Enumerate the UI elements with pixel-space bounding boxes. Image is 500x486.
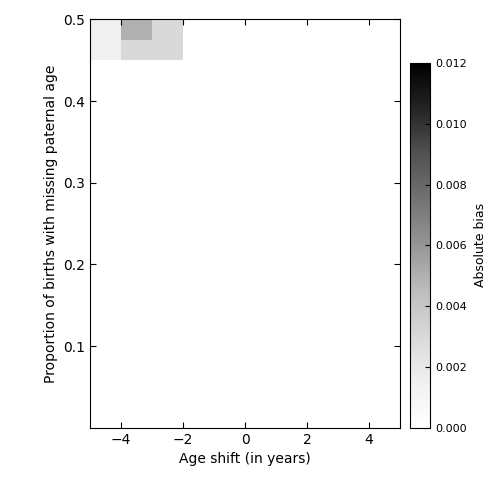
Bar xyxy=(90,19,121,60)
Y-axis label: Absolute bias: Absolute bias xyxy=(474,203,486,288)
Y-axis label: Proportion of births with missing paternal age: Proportion of births with missing patern… xyxy=(44,64,58,383)
Bar xyxy=(121,19,183,60)
Bar xyxy=(121,19,152,40)
X-axis label: Age shift (in years): Age shift (in years) xyxy=(179,452,311,466)
